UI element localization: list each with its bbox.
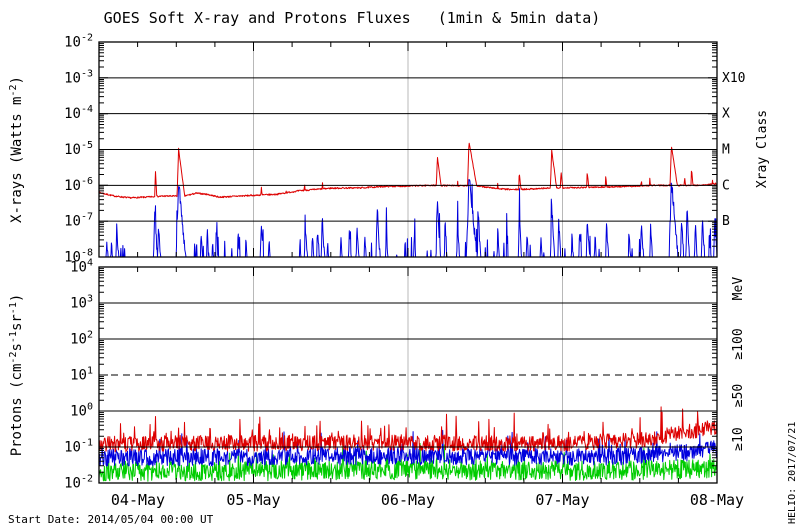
proton-y-axis-title: Protons (cm-2s-1sr-1) — [8, 294, 25, 457]
protons-tick-marks — [99, 267, 717, 483]
protons-ge100mev-series — [98, 443, 718, 482]
proton-panel: 104 103 102 101 100 10-1 10-2 MeV ≥100 ≥50 ≥10 — [64, 258, 746, 492]
protons-y-tick-label: 103 — [70, 294, 93, 312]
xray-panel: 10-2 10-3 10-4 10-5 10-6 10-7 10-8 X10 X M C B — [64, 33, 745, 266]
helio-version-label: HELIO: 2017/07/21 — [787, 422, 798, 524]
proton-energy-label-mev: MeV — [731, 277, 746, 301]
proton-energy-label-p100: ≥100 — [731, 328, 746, 359]
xray-class-axis-title: Xray Class — [755, 110, 770, 188]
xray-long-wave-series — [98, 142, 718, 199]
protons-ge10mev-series — [98, 406, 718, 453]
chart-title: GOES Soft X-ray and Protons Fluxes (1min… — [104, 9, 601, 27]
xray-class-label-c: C — [722, 178, 730, 193]
xray-y-tick-label: 10-4 — [64, 104, 93, 122]
protons-y-tick-label: 101 — [70, 366, 93, 384]
proton-energy-label-p50: ≥50 — [731, 384, 746, 407]
xray-tick-marks — [99, 42, 717, 257]
x-tick-label-04-may: 04-May — [111, 491, 165, 509]
xray-class-label-m: M — [722, 143, 730, 158]
x-tick-label-05-may: 05-May — [226, 491, 280, 509]
x-tick-label-06-may: 06-May — [381, 491, 435, 509]
protons-y-tick-label: 102 — [70, 330, 93, 348]
protons-y-tick-label: 100 — [70, 402, 93, 420]
xray-class-label-b: B — [722, 214, 730, 229]
protons-y-tick-label: 10-1 — [64, 438, 93, 456]
protons-series-group — [98, 406, 718, 482]
x-tick-label-08-may: 08-May — [690, 491, 744, 509]
xray-y-tick-label: 10-6 — [64, 176, 93, 194]
protons-ge50mev-series — [98, 429, 718, 467]
xray-y-axis-title: X-rays (Watts m-2) — [8, 76, 25, 223]
protons-y-tick-label: 104 — [70, 258, 93, 276]
xray-y-tick-label: 10-3 — [64, 68, 93, 86]
xray-class-label-x: X — [722, 107, 730, 122]
xray-class-label-x10: X10 — [722, 71, 745, 86]
xray-y-tick-label: 10-5 — [64, 140, 93, 158]
start-date-label: Start Date: 2014/05/04 00:00 UT — [8, 513, 214, 526]
xray-y-tick-label: 10-2 — [64, 33, 93, 51]
x-axis-labels: 04-May 05-May 06-May 07-May 08-May — [111, 491, 744, 509]
xray-y-tick-label: 10-7 — [64, 212, 93, 230]
proton-energy-label-p10: ≥10 — [731, 427, 746, 450]
protons-y-tick-label: 10-2 — [64, 474, 93, 492]
x-tick-label-07-may: 07-May — [535, 491, 589, 509]
xray-y-tick-label: 10-8 — [64, 248, 93, 266]
